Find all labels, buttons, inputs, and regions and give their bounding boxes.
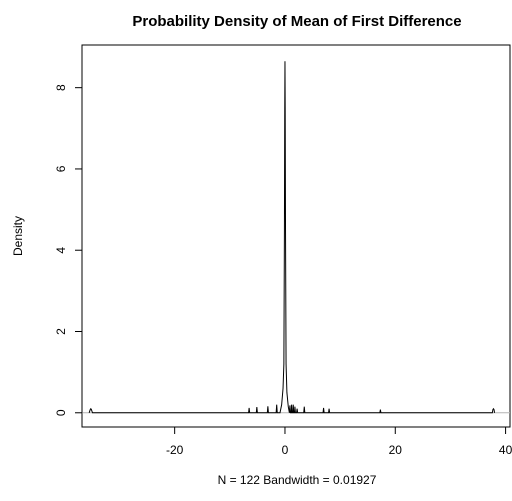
x-axis-label: N = 122 Bandwidth = 0.01927 xyxy=(218,473,377,487)
y-axis: 0 2 4 6 8 xyxy=(54,84,83,416)
y-tick-label: 2 xyxy=(54,328,68,335)
x-tick-label: 0 xyxy=(282,443,289,457)
y-tick-label: 6 xyxy=(54,165,68,172)
y-tick-label: 0 xyxy=(54,409,68,416)
x-tick-label: 20 xyxy=(389,443,403,457)
density-curve xyxy=(88,61,496,414)
x-tick-label: 40 xyxy=(499,443,512,457)
y-tick-label: 4 xyxy=(54,247,68,254)
x-tick-label: -20 xyxy=(166,443,184,457)
x-axis: -20 0 20 40 xyxy=(166,426,512,457)
plot-frame xyxy=(81,44,511,428)
y-axis-label: Density xyxy=(11,216,25,256)
y-tick-label: 8 xyxy=(54,84,68,91)
chart-title: Probability Density of Mean of First Dif… xyxy=(132,13,461,30)
